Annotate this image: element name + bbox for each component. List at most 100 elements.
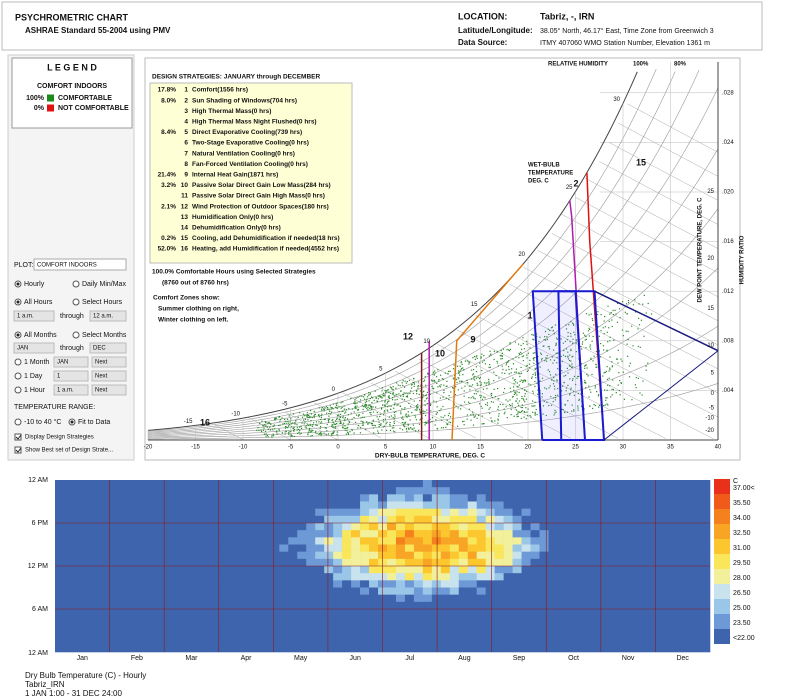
- scatter-dot: [327, 406, 329, 409]
- heatmap-cell: [270, 551, 280, 560]
- scatter-dot: [582, 341, 584, 343]
- scatter-dot: [311, 435, 313, 437]
- humidity-tick-label: .016: [722, 239, 734, 245]
- scatter-dot: [406, 396, 409, 398]
- scatter-dot: [493, 371, 495, 373]
- strategy-label[interactable]: Comfort(1556 hrs): [192, 87, 248, 94]
- scatter-dot: [256, 429, 258, 431]
- heatmap-cell: [315, 644, 325, 653]
- checkbox[interactable]: [14, 433, 22, 441]
- heatmap-cell: [117, 558, 128, 567]
- strategy-label[interactable]: Heating, add Humidification if needed(45…: [192, 246, 339, 253]
- heatmap-cell: [216, 480, 226, 488]
- heatmap-cell: [458, 494, 469, 502]
- heatmap-cell: [270, 537, 280, 545]
- radio[interactable]: [14, 372, 22, 380]
- radio[interactable]: [14, 418, 22, 426]
- heatmap-cell: [315, 508, 325, 517]
- heatmap-cell: [494, 630, 504, 638]
- heatmap-cell: [72, 630, 83, 638]
- heatmap-cell: [126, 494, 137, 502]
- plot-select[interactable]: [33, 258, 127, 271]
- scatter-dot: [375, 397, 377, 399]
- scatter-dot: [426, 409, 428, 411]
- scatter-dot: [445, 397, 447, 399]
- strategy-label[interactable]: Natural Ventilation Cooling(0 hrs): [192, 150, 295, 157]
- scatter-dot: [435, 419, 437, 421]
- strategy-label[interactable]: Direct Evaporative Cooling(739 hrs): [192, 129, 302, 136]
- heatmap-cell: [575, 558, 585, 567]
- strategy-label[interactable]: Humidification Only(0 hrs): [192, 214, 273, 221]
- heatmap-cell: [297, 601, 307, 610]
- scatter-dot: [346, 418, 349, 420]
- heatmap-cell: [620, 594, 630, 603]
- heatmap-cell: [404, 587, 415, 595]
- scatter-dot: [326, 423, 328, 426]
- scatter-dot: [524, 389, 526, 391]
- heatmap-cell: [503, 537, 513, 545]
- scatter-dot: [639, 346, 641, 348]
- scatter-dot: [530, 377, 533, 380]
- scatter-dot: [389, 422, 391, 424]
- scatter-dot: [520, 344, 522, 347]
- scatter-dot: [381, 390, 383, 392]
- strategy-label[interactable]: Fan-Forced Ventilation Cooling(0 hrs): [192, 161, 308, 168]
- radio-label: Fit to Data: [78, 419, 110, 426]
- heatmap-cell: [324, 637, 334, 646]
- heatmap-cell: [620, 501, 630, 509]
- scale-label: <22.00: [733, 635, 755, 642]
- scatter-dot: [397, 404, 399, 406]
- heatmap-cell: [503, 523, 513, 531]
- strategy-label[interactable]: Dehumidification Only(0 hrs): [192, 225, 281, 232]
- strategy-label[interactable]: Internal Heat Gain(1871 hrs): [192, 172, 278, 179]
- strategy-label[interactable]: Sun Shading of Windows(704 hrs): [192, 97, 297, 104]
- heatmap-cell: [521, 530, 531, 538]
- strategy-label[interactable]: Passive Solar Direct Gain Low Mass(284 h…: [192, 182, 331, 189]
- radio[interactable]: [72, 331, 80, 339]
- heatmap-cell: [189, 544, 199, 552]
- strategy-label[interactable]: Cooling, add Dehumidification if needed(…: [192, 235, 340, 242]
- scatter-dot: [620, 382, 622, 385]
- heatmap-cell: [584, 594, 594, 603]
- scatter-dot: [472, 357, 474, 359]
- heatmap-cell: [99, 544, 110, 552]
- radio[interactable]: [14, 358, 22, 366]
- strategy-label[interactable]: Wind Protection of Outdoor Spaces(180 hr…: [192, 203, 329, 210]
- scatter-dot: [388, 395, 390, 397]
- heatmap-cell: [611, 480, 621, 488]
- strategy-label[interactable]: High Thermal Mass(0 hrs): [192, 108, 271, 115]
- scatter-dot: [617, 302, 619, 304]
- heatmap-cell: [593, 544, 603, 552]
- scatter-dot: [511, 368, 513, 370]
- strategy-label[interactable]: High Thermal Mass Night Flushed(0 hrs): [192, 119, 317, 126]
- heatmap-cell: [171, 523, 181, 531]
- scatter-dot: [342, 423, 344, 426]
- heatmap-cell: [162, 544, 172, 552]
- checkbox[interactable]: [14, 446, 22, 454]
- scatter-dot: [328, 415, 330, 417]
- scatter-dot: [554, 388, 556, 390]
- heatmap-cell: [458, 594, 469, 603]
- scatter-dot: [407, 423, 409, 425]
- scatter-dot: [588, 314, 590, 316]
- scatter-dot: [570, 360, 572, 362]
- heatmap-cell: [431, 630, 442, 638]
- heatmap-cell: [575, 501, 585, 509]
- month-label: Aug: [458, 655, 471, 662]
- radio[interactable]: [72, 298, 80, 306]
- scatter-dot: [477, 384, 479, 386]
- scatter-dot: [604, 404, 606, 406]
- heatmap-cell: [225, 566, 235, 574]
- scatter-dot: [401, 382, 403, 384]
- strategy-label[interactable]: Passive Solar Direct Gain High Mass(0 hr…: [192, 193, 325, 200]
- strategy-label[interactable]: Two-Stage Evaporative Cooling(0 hrs): [192, 140, 309, 147]
- heatmap-cell: [548, 630, 558, 638]
- scatter-dot: [285, 420, 287, 423]
- heatmap-cell: [683, 508, 693, 517]
- heatmap-cell: [656, 616, 666, 624]
- heatmap-cell: [252, 544, 262, 552]
- radio[interactable]: [72, 280, 80, 288]
- radio[interactable]: [14, 386, 22, 394]
- scatter-dot: [264, 421, 267, 423]
- scatter-dot: [267, 422, 269, 424]
